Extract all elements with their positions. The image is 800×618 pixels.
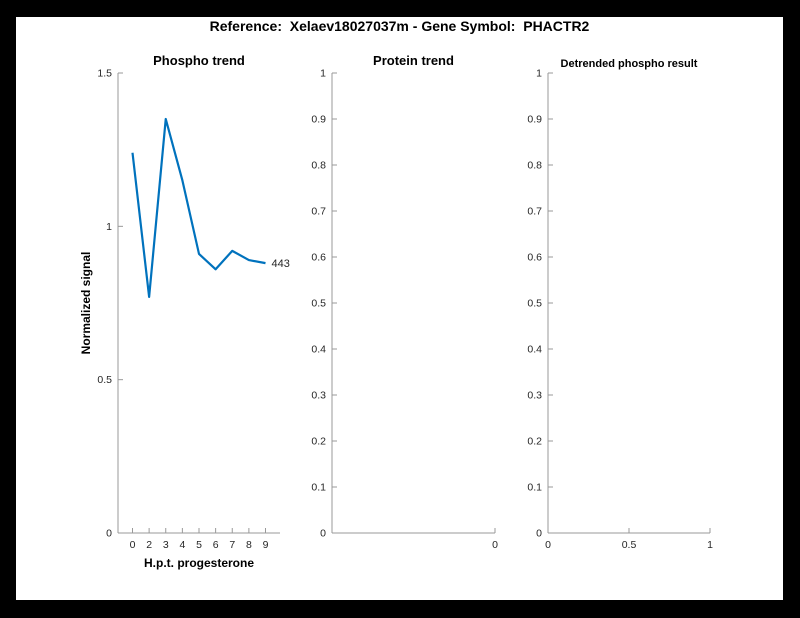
- y-tick-label: 0.2: [527, 436, 542, 448]
- y-tick-label: 0.3: [527, 390, 542, 402]
- y-tick-label: 0.7: [527, 206, 542, 218]
- y-tick-label: 1: [320, 68, 326, 80]
- y-tick-label: 0.5: [97, 374, 112, 386]
- y-tick-label: 0.9: [311, 114, 326, 126]
- y-tick-label: 0.6: [311, 252, 326, 264]
- figure-canvas: 0 0.5 1 1.5 0 2 3 4 5 6 7 8 9 443 0 0.1 0.2 0.3 0.4 0.5 0.6 0…: [16, 17, 783, 600]
- x-tick-label: 0: [545, 539, 551, 551]
- y-tick-label: 0.5: [311, 298, 326, 310]
- x-tick-label: 4: [179, 539, 185, 551]
- figure-title: Reference: Xelaev18027037m - Gene Symbol…: [209, 18, 590, 34]
- y-tick-label: 1.5: [97, 68, 112, 80]
- y-tick-label: 0.2: [311, 436, 326, 448]
- y-tick-label: 0.1: [311, 482, 326, 494]
- y-tick-label: 1: [106, 221, 112, 233]
- y-tick-label: 0.1: [527, 482, 542, 494]
- y-tick-label: 0.7: [311, 206, 326, 218]
- y-axis-label: Normalized signal: [79, 251, 93, 355]
- phospho-trend-line: [131, 117, 266, 298]
- x-tick-label: 0: [492, 539, 498, 551]
- y-tick-label: 0: [320, 528, 326, 540]
- y-tick-label: 0: [536, 528, 542, 540]
- x-tick-label: 7: [229, 539, 235, 551]
- phospho-trend-title: Phospho trend: [153, 53, 245, 68]
- x-tick-label: 8: [246, 539, 252, 551]
- x-tick-label: 0.5: [622, 539, 637, 551]
- detrended-phospho-plot: 0 0.1 0.2 0.3 0.4 0.5 0.6 0.7 0.8 0.9 1 0 0.5 1: [527, 68, 713, 552]
- protein-trend-title: Protein trend: [373, 53, 454, 68]
- y-tick-label: 0.9: [527, 114, 542, 126]
- x-tick-label: 1: [707, 539, 713, 551]
- y-tick-label: 0.4: [527, 344, 542, 356]
- figure-plots: 00.511.50 2 3 4 5 6 7 8 944300.10.20.30.40.50.60…: [97, 68, 713, 552]
- y-tick-label: 0.8: [527, 160, 542, 172]
- endpoint-annotation: 443: [272, 258, 290, 270]
- y-tick-label: 0.6: [527, 252, 542, 264]
- y-tick-label: 1: [536, 68, 542, 80]
- x-tick-label: 5: [196, 539, 202, 551]
- x-tick-label: 3: [163, 539, 169, 551]
- y-tick-label: 0: [106, 528, 112, 540]
- x-tick-label: 9: [263, 539, 269, 551]
- detrended-phospho-title: Detrended phospho result: [560, 58, 698, 70]
- y-tick-label: 0.3: [311, 390, 326, 402]
- protein-trend-plot: 0 0.1 0.2 0.3 0.4 0.5 0.6 0.7 0.8 0.9 1 0: [311, 68, 498, 552]
- x-axis-label: H.p.t. progesterone: [143, 556, 254, 570]
- x-tick-label: 0: [130, 539, 136, 551]
- y-tick-label: 0.4: [311, 344, 326, 356]
- x-tick-label: 2: [146, 539, 152, 551]
- x-tick-label: 6: [213, 539, 219, 551]
- y-tick-label: 0.5: [527, 298, 542, 310]
- y-tick-label: 0.8: [311, 160, 326, 172]
